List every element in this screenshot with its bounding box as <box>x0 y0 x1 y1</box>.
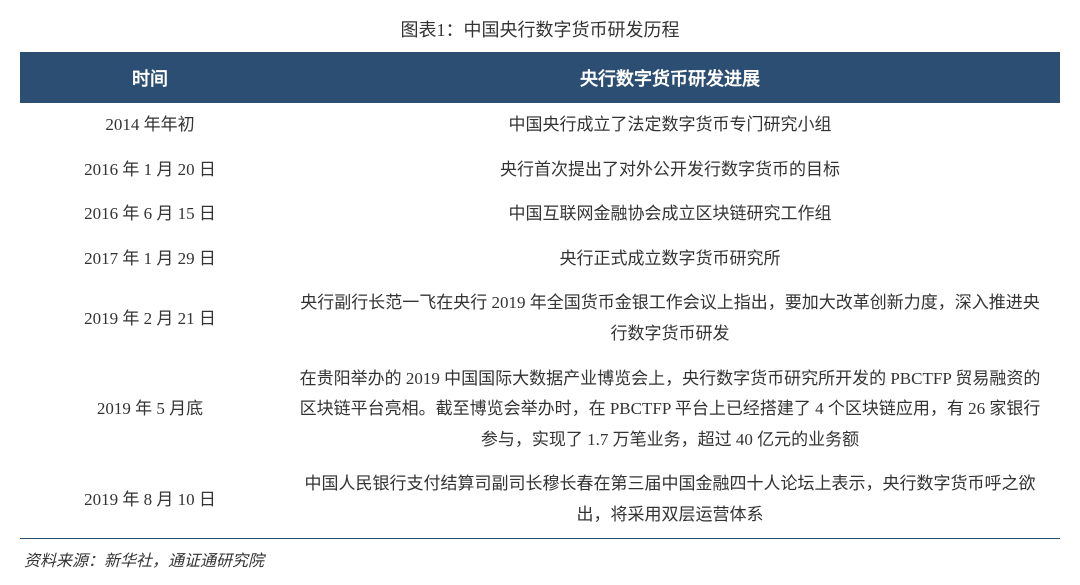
cell-desc: 中国央行成立了法定数字货币专门研究小组 <box>280 103 1060 148</box>
col-header-desc: 央行数字货币研发进展 <box>280 53 1060 103</box>
cell-desc: 央行副行长范一飞在央行 2019 年全国货币金银工作会议上指出，要加大改革创新力… <box>280 281 1060 356</box>
table-row: 2016 年 1 月 20 日 央行首次提出了对外公开发行数字货币的目标 <box>20 148 1060 193</box>
table-row: 2014 年年初 中国央行成立了法定数字货币专门研究小组 <box>20 103 1060 148</box>
cell-date: 2014 年年初 <box>20 103 280 148</box>
cell-date: 2019 年 2 月 21 日 <box>20 281 280 356</box>
cell-desc: 中国互联网金融协会成立区块链研究工作组 <box>280 192 1060 237</box>
cell-date: 2016 年 1 月 20 日 <box>20 148 280 193</box>
cell-date: 2017 年 1 月 29 日 <box>20 237 280 282</box>
cell-date: 2019 年 5 月底 <box>20 357 280 463</box>
table-row: 2017 年 1 月 29 日 央行正式成立数字货币研究所 <box>20 237 1060 282</box>
cell-desc: 在贵阳举办的 2019 中国国际大数据产业博览会上，央行数字货币研究所开发的 P… <box>280 357 1060 463</box>
cell-date: 2016 年 6 月 15 日 <box>20 192 280 237</box>
cell-desc: 中国人民银行支付结算司副司长穆长春在第三届中国金融四十人论坛上表示，央行数字货币… <box>280 462 1060 537</box>
table-row: 2019 年 5 月底 在贵阳举办的 2019 中国国际大数据产业博览会上，央行… <box>20 357 1060 463</box>
col-header-date: 时间 <box>20 53 280 103</box>
table-row: 2019 年 8 月 10 日 中国人民银行支付结算司副司长穆长春在第三届中国金… <box>20 462 1060 537</box>
table-title: 图表1：中国央行数字货币研发历程 <box>20 10 1060 52</box>
table-row: 2019 年 2 月 21 日 央行副行长范一飞在央行 2019 年全国货币金银… <box>20 281 1060 356</box>
source-text: 资料来源：新华社，通证通研究院 <box>20 539 1060 575</box>
cell-desc: 央行首次提出了对外公开发行数字货币的目标 <box>280 148 1060 193</box>
table-row: 2016 年 6 月 15 日 中国互联网金融协会成立区块链研究工作组 <box>20 192 1060 237</box>
cell-date: 2019 年 8 月 10 日 <box>20 462 280 537</box>
table-body: 2014 年年初 中国央行成立了法定数字货币专门研究小组 2016 年 1 月 … <box>20 103 1060 538</box>
cell-desc: 央行正式成立数字货币研究所 <box>280 237 1060 282</box>
table-container: 图表1：中国央行数字货币研发历程 时间 央行数字货币研发进展 2014 年年初 … <box>20 10 1060 575</box>
data-table: 时间 央行数字货币研发进展 2014 年年初 中国央行成立了法定数字货币专门研究… <box>20 53 1060 538</box>
table-header: 时间 央行数字货币研发进展 <box>20 53 1060 103</box>
